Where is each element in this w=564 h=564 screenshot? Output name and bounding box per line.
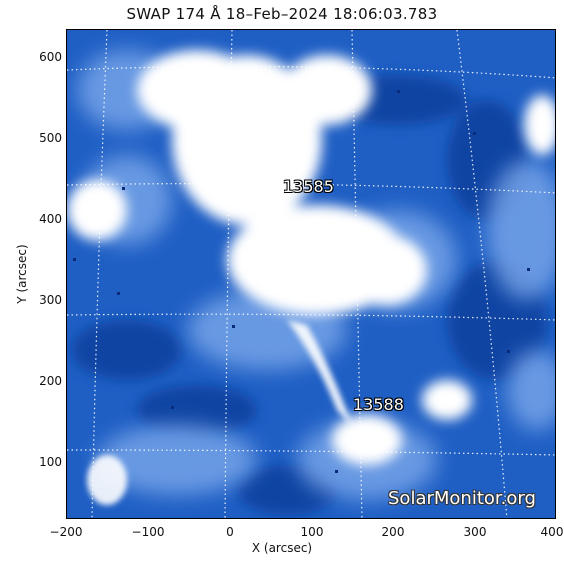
y-tick-label: 100 (39, 455, 62, 469)
x-tick-label: 100 (300, 525, 324, 539)
x-axis-label: X (arcsec) (251, 541, 313, 555)
x-tick-label: 300 (463, 525, 487, 539)
x-tick-label: 200 (381, 525, 405, 539)
x-tick-label: 0 (226, 525, 234, 539)
y-tick-label: 300 (39, 293, 62, 307)
x-tick-label: 400 (540, 525, 564, 539)
euv-image (67, 30, 555, 518)
y-tick-label: 500 (39, 131, 62, 145)
x-tick-label: −200 (49, 525, 83, 539)
y-tick-label: 200 (39, 374, 62, 388)
watermark: SolarMonitor.org (388, 488, 536, 509)
y-axis-label: Y (arcsec) (15, 244, 29, 304)
active-region-label: 13588 (353, 395, 404, 414)
y-tick-label: 600 (39, 50, 62, 64)
active-region-label: 13585 (283, 177, 334, 196)
x-tick-label: −100 (131, 525, 165, 539)
solar-image-panel[interactable] (66, 29, 556, 519)
map-title: SWAP 174 Å 18–Feb–2024 18:06:03.783 (126, 5, 438, 23)
y-tick-label: 400 (39, 212, 62, 226)
